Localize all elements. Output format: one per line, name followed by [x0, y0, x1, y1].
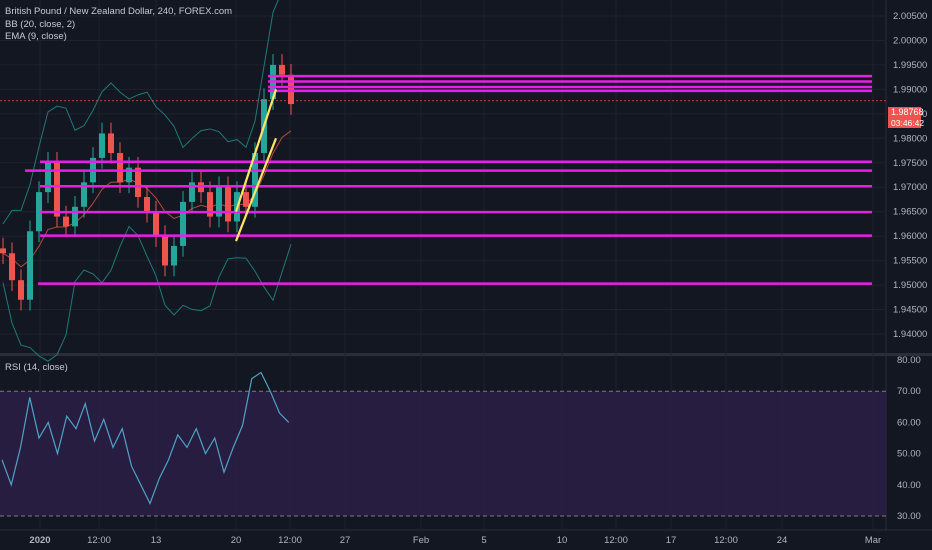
rsi-tick-label: 60.00: [897, 417, 921, 428]
rsi-legend: RSI (14, close): [5, 362, 68, 373]
time-tick-label: 5: [481, 535, 486, 546]
ema-legend: EMA (9, close): [5, 31, 67, 42]
candle-body: [81, 182, 87, 207]
trendlines[interactable]: [234, 89, 278, 242]
candle-body: [135, 167, 141, 198]
price-tick-label: 1.94500: [893, 305, 927, 316]
candle-body: [252, 152, 258, 207]
time-tick-label: Mar: [865, 535, 881, 546]
candle-body: [27, 231, 33, 300]
price-tick-label: 1.97500: [893, 158, 927, 169]
candle-body: [180, 201, 186, 246]
price-tick-label: 2.00000: [893, 35, 927, 46]
price-tick-label: 1.99000: [893, 84, 927, 95]
price-tick-label: 1.97000: [893, 182, 927, 193]
countdown-tag: 03:46:42: [888, 118, 924, 128]
candle-body: [189, 182, 195, 202]
candle-body: [207, 192, 213, 217]
pane-divider: [0, 353, 932, 356]
candle-body: [72, 206, 78, 227]
candle-body: [117, 152, 123, 183]
candle-body: [279, 64, 285, 75]
price-axis[interactable]: 2.005002.000001.995001.990001.985001.980…: [893, 11, 927, 522]
trendline-upper: [234, 89, 278, 213]
candle-body: [18, 280, 24, 300]
horizontal-levels[interactable]: [0, 74, 886, 285]
rsi-tick-label: 40.00: [897, 480, 921, 491]
rsi-tick-label: 70.00: [897, 386, 921, 397]
rsi-tick-label: 30.00: [897, 511, 921, 522]
time-tick-label: 12:00: [278, 535, 302, 546]
time-tick-label: Feb: [413, 535, 429, 546]
candle-body: [0, 248, 6, 254]
candle-body: [288, 74, 294, 105]
rsi-zone: [0, 391, 886, 516]
candle-body: [153, 211, 159, 237]
price-tick-label: 1.99500: [893, 60, 927, 71]
time-tick-label: 20: [231, 535, 242, 546]
price-tick-label: 2.00500: [893, 11, 927, 22]
bb-legend: BB (20, close, 2): [5, 19, 76, 30]
rsi-tick-label: 80.00: [897, 355, 921, 366]
candle-body: [162, 236, 168, 266]
last-price-tag: 1.98768: [888, 107, 924, 118]
time-tick-label: 27: [340, 535, 351, 546]
price-tick-label: 1.96000: [893, 231, 927, 242]
time-tick-label: 2020: [29, 535, 50, 546]
time-tick-label: 24: [777, 535, 788, 546]
candle-body: [126, 167, 132, 183]
trendline-lower: [234, 137, 278, 242]
time-tick-label: 17: [666, 535, 677, 546]
price-tick-label: 1.95500: [893, 256, 927, 267]
chart-title: British Pound / New Zealand Dollar, 240,…: [5, 6, 233, 17]
candle-body: [63, 216, 69, 227]
bb-upper: [2, 0, 279, 225]
price-tick-label: 1.95000: [893, 280, 927, 291]
candle-body: [36, 192, 42, 232]
time-tick-label: 12:00: [87, 535, 111, 546]
candle-body: [216, 187, 222, 217]
candle-body: [108, 133, 114, 153]
candle-body: [144, 197, 150, 212]
candle-body: [54, 162, 60, 217]
price-tick-label: 1.98000: [893, 133, 927, 144]
time-tick-label: 13: [151, 535, 162, 546]
candle-body: [45, 162, 51, 193]
bb-lower: [2, 225, 292, 362]
rsi-tick-label: 50.00: [897, 449, 921, 460]
rsi-pane: [0, 371, 886, 517]
rsi-line: [1, 371, 290, 506]
time-tick-label: 10: [557, 535, 568, 546]
price-tick-label: 1.96500: [893, 207, 927, 218]
price-tick-label: 1.94000: [893, 329, 927, 340]
candle-body: [9, 253, 15, 281]
time-tick-label: 12:00: [714, 535, 738, 546]
candle-body: [99, 133, 105, 158]
time-tick-label: 12:00: [604, 535, 628, 546]
candle-body: [243, 192, 249, 207]
candle-body: [225, 187, 231, 222]
candle-body: [171, 245, 177, 266]
time-axis[interactable]: 2020 12:00 13 20 12:00 27 Feb 5 10 12:00 17 12:00 24…: [29, 535, 881, 546]
